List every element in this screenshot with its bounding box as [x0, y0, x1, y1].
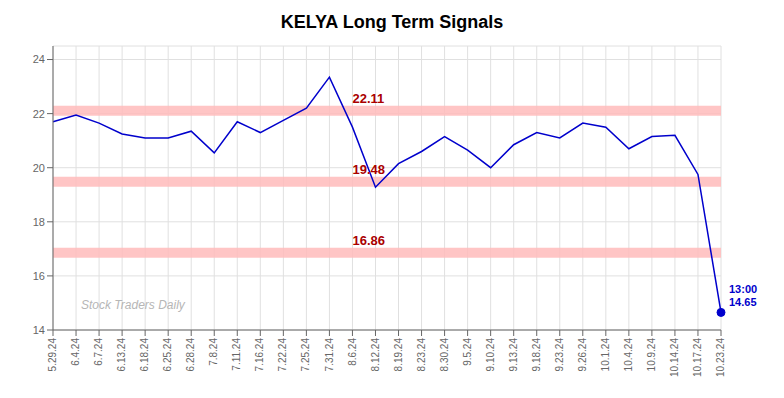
svg-text:6.18.24: 6.18.24 — [139, 338, 150, 372]
svg-text:8.12.24: 8.12.24 — [370, 338, 381, 372]
svg-text:16.86: 16.86 — [352, 233, 385, 248]
svg-text:9.23.24: 9.23.24 — [554, 338, 565, 372]
svg-text:8.19.24: 8.19.24 — [393, 338, 404, 372]
svg-text:10.9.24: 10.9.24 — [646, 338, 657, 372]
svg-text:24: 24 — [33, 53, 45, 65]
svg-text:14.65: 14.65 — [729, 296, 757, 308]
svg-text:8.6.24: 8.6.24 — [347, 338, 358, 366]
svg-text:6.7.24: 6.7.24 — [93, 338, 104, 366]
svg-text:7.31.24: 7.31.24 — [324, 338, 335, 372]
svg-text:19.48: 19.48 — [352, 162, 385, 177]
svg-text:7.8.24: 7.8.24 — [208, 338, 219, 366]
svg-text:9.18.24: 9.18.24 — [531, 338, 542, 372]
svg-text:7.25.24: 7.25.24 — [300, 338, 311, 372]
svg-text:18: 18 — [33, 216, 45, 228]
svg-text:7.11.24: 7.11.24 — [231, 338, 242, 371]
svg-text:8.30.24: 8.30.24 — [439, 338, 450, 372]
svg-text:6.28.24: 6.28.24 — [185, 338, 196, 372]
svg-text:14: 14 — [33, 324, 45, 336]
svg-text:16: 16 — [33, 270, 45, 282]
svg-text:13:00: 13:00 — [729, 283, 757, 295]
svg-text:6.13.24: 6.13.24 — [116, 338, 127, 372]
svg-text:9.26.24: 9.26.24 — [577, 338, 588, 372]
svg-text:9.10.24: 9.10.24 — [485, 338, 496, 372]
svg-text:9.5.24: 9.5.24 — [462, 338, 473, 366]
svg-text:10.14.24: 10.14.24 — [669, 338, 680, 377]
svg-text:10.1.24: 10.1.24 — [600, 338, 611, 372]
html-text:KELYA Long Term Signals: KELYA Long Term Signals — [280, 12, 504, 32]
svg-text:7.16.24: 7.16.24 — [254, 338, 265, 372]
svg-text:10.4.24: 10.4.24 — [623, 338, 634, 372]
svg-text:6.4.24: 6.4.24 — [70, 338, 81, 366]
svg-text:7.22.24: 7.22.24 — [277, 338, 288, 372]
svg-text:9.13.24: 9.13.24 — [508, 338, 519, 372]
svg-text:5.29.24: 5.29.24 — [47, 338, 58, 372]
svg-text:10.17.24: 10.17.24 — [692, 338, 703, 377]
svg-text:20: 20 — [33, 162, 45, 174]
svg-text:22: 22 — [33, 108, 45, 120]
svg-text:22.11: 22.11 — [352, 91, 384, 106]
svg-text:6.25.24: 6.25.24 — [162, 338, 173, 372]
svg-text:10.23.24: 10.23.24 — [715, 338, 726, 377]
svg-text:8.23.24: 8.23.24 — [416, 338, 427, 372]
html-text:Stock Traders Daily: Stock Traders Daily — [81, 298, 185, 312]
